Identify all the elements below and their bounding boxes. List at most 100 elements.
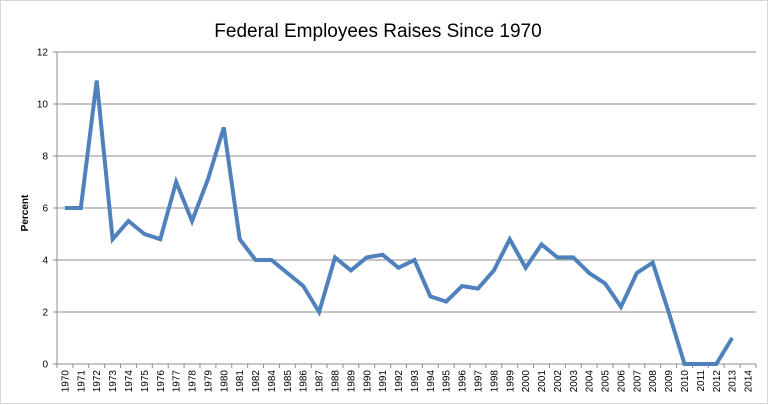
x-tick-label: 2004	[585, 370, 596, 393]
x-tick-label: 1972	[92, 370, 103, 393]
x-tick-label: 2002	[553, 370, 564, 393]
data-point	[318, 311, 320, 313]
x-tick-label: 2013	[728, 370, 739, 393]
x-tick-label: 2008	[648, 370, 659, 393]
data-point	[350, 269, 352, 271]
data-point	[286, 272, 288, 274]
x-tick-label: 1981	[235, 370, 246, 393]
x-tick-label: 2010	[680, 370, 691, 393]
data-point	[207, 178, 209, 180]
data-point	[302, 285, 304, 287]
data-point	[398, 267, 400, 269]
x-tick-label: 1996	[458, 370, 469, 393]
x-tick-label: 2005	[601, 370, 612, 393]
x-tick-label: 1988	[331, 370, 342, 393]
x-tick-label: 2009	[664, 370, 675, 393]
y-axis-title: Percent	[20, 194, 31, 231]
x-tick-label: 1970	[60, 370, 71, 393]
x-tick-label: 1993	[410, 370, 421, 393]
x-tick-label: 1975	[140, 370, 151, 393]
x-tick-label: 2011	[696, 370, 707, 392]
data-point	[620, 306, 622, 308]
x-tick-label: 1984	[267, 370, 278, 393]
data-point	[636, 272, 638, 274]
data-point	[541, 243, 543, 245]
x-tick-label: 1980	[219, 370, 230, 393]
x-tick-label: 1992	[394, 370, 405, 393]
x-tick-label: 1991	[378, 370, 389, 393]
x-tick-label: 2000	[521, 370, 532, 393]
x-tick-label: 2007	[632, 370, 643, 393]
x-tick-label: 1990	[362, 370, 373, 393]
gridlines	[57, 51, 756, 313]
data-point	[239, 238, 241, 240]
x-tick-label: 2014	[744, 370, 755, 393]
chart-title: Federal Employees Raises Since 1970	[214, 21, 541, 42]
data-point	[413, 259, 415, 261]
data-point	[64, 207, 66, 209]
x-tick-label: 2001	[537, 370, 548, 393]
x-tick-label: 2012	[712, 370, 723, 393]
data-point	[112, 238, 114, 240]
data-point	[509, 238, 511, 240]
data-point	[652, 262, 654, 264]
x-tick-label: 1998	[489, 370, 500, 393]
data-point	[80, 207, 82, 209]
data-point	[366, 256, 368, 258]
data-point	[684, 363, 686, 365]
data-point	[159, 238, 161, 240]
data-point	[127, 220, 129, 222]
data-point	[477, 288, 479, 290]
data-point	[715, 363, 717, 365]
data-point	[572, 256, 574, 258]
x-tick-label: 1976	[156, 370, 167, 393]
y-tick-label: 2	[42, 308, 48, 319]
data-point	[668, 311, 670, 313]
y-tick-label: 8	[42, 152, 48, 163]
y-tick-labels: 0 2 4 6 8 10 12	[37, 48, 49, 371]
y-tick-label: 10	[37, 100, 49, 111]
x-tick-label: 2003	[569, 370, 580, 393]
x-tick-label: 1997	[473, 370, 484, 393]
data-point	[525, 267, 527, 269]
data-point	[175, 181, 177, 183]
x-tick-label: 1994	[426, 370, 437, 393]
data-point	[334, 256, 336, 258]
data-point	[731, 337, 733, 339]
series-layer	[64, 80, 734, 366]
x-tick-label: 1973	[108, 370, 119, 393]
x-tick-label: 1987	[315, 370, 326, 393]
x-tick-label: 1982	[251, 370, 262, 393]
data-point	[255, 259, 257, 261]
series-line	[64, 80, 734, 366]
data-point	[96, 80, 98, 82]
x-tick-label: 1995	[442, 370, 453, 393]
x-tick-labels: 1970 1971 1972 1973 1974 1975 1976 1977 1978 1979…	[60, 370, 754, 393]
x-tick-label: 2006	[616, 370, 627, 393]
data-point	[604, 282, 606, 284]
x-tick-label: 1977	[172, 370, 183, 393]
data-point	[588, 272, 590, 274]
y-tick-label: 6	[42, 204, 48, 215]
x-tick-label: 1985	[283, 370, 294, 393]
data-point	[699, 363, 701, 365]
y-tick-label: 12	[37, 48, 49, 59]
axes	[53, 51, 757, 368]
data-point	[143, 233, 145, 235]
data-point	[270, 259, 272, 261]
x-tick-label: 1971	[76, 370, 87, 393]
data-point	[223, 126, 225, 128]
data-point	[445, 301, 447, 303]
data-point	[191, 220, 193, 222]
x-tick-label: 1974	[124, 370, 135, 393]
y-tick-label: 4	[42, 256, 48, 267]
x-tick-label: 1986	[299, 370, 310, 393]
x-tick-label: 1979	[203, 370, 214, 393]
data-point	[382, 254, 384, 256]
data-point	[556, 256, 558, 258]
data-point	[461, 285, 463, 287]
x-tick-label: 1989	[346, 370, 357, 393]
x-tick-label: 1999	[505, 370, 516, 393]
